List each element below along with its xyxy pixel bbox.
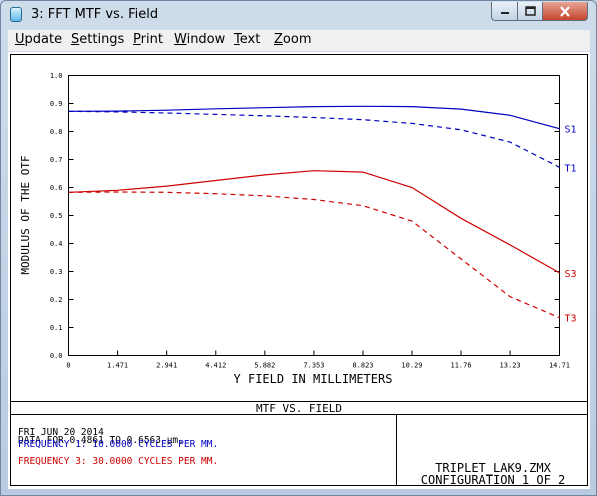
y-tick-label: 0.1 (50, 324, 63, 332)
menu-zoom-label: oom (282, 32, 312, 47)
series-line-t3 (68, 191, 560, 319)
x-tick-label: 5.882 (254, 362, 275, 370)
menu-window[interactable]: Window (174, 32, 225, 47)
menu-settings-label: ettings (79, 32, 125, 47)
menu-settings-accel: S (71, 32, 80, 47)
maximize-icon (524, 6, 536, 16)
y-tick-label: 0.3 (50, 268, 63, 276)
y-tick-label: 0.0 (50, 352, 63, 360)
menu-update-accel: U (15, 32, 25, 47)
menu-print[interactable]: Print (133, 32, 163, 47)
series-line-s3 (68, 170, 560, 274)
menu-window-label: indow (186, 32, 226, 47)
series-label-s1: S1 (565, 125, 577, 136)
mtf-vs-field-plot: 0 1.471 2.941 4.412 5.882 7.353 8.823 10.29 11.7… (10, 54, 588, 487)
axis-ticks: 0 1.471 2.941 4.412 5.882 7.353 8.823 10.29 11.7… (50, 72, 570, 370)
series-label-t3: T3 (565, 314, 577, 325)
window-title: 3: FFT MTF vs. Field (31, 7, 159, 22)
y-tick-label: 0.8 (50, 128, 63, 136)
x-tick-label: 10.29 (401, 362, 422, 370)
x-tick-label: 2.941 (156, 362, 177, 370)
configuration-label: CONFIGURATION 1 OF 2 (421, 473, 566, 487)
y-tick-label: 0.6 (50, 184, 63, 192)
x-axis-label: Y FIELD IN MILLIMETERS (234, 372, 393, 386)
series-lines (68, 105, 560, 319)
info-frequency-3: FREQUENCY 3: 30.0000 CYCLES PER MM. (18, 456, 218, 467)
series-label-t1: T1 (565, 163, 577, 174)
menu-text[interactable]: Text (234, 32, 260, 47)
plot-title: MTF VS. FIELD (256, 402, 342, 415)
info-frequency-1: FREQUENCY 1: 10.0000 CYCLES PER MM. (18, 439, 218, 450)
plot-frame (10, 54, 588, 486)
y-tick-label: 1.0 (50, 72, 63, 80)
plot-canvas: 0 1.471 2.941 4.412 5.882 7.353 8.823 10.29 11.7… (8, 52, 590, 489)
close-icon (560, 5, 570, 17)
x-tick-label: 11.76 (450, 362, 471, 370)
menu-update[interactable]: Update (15, 32, 62, 47)
series-line-s1 (68, 105, 560, 130)
x-tick-label: 0 (66, 362, 70, 370)
maximize-button[interactable] (517, 2, 543, 21)
menu-zoom[interactable]: Zoom (274, 32, 311, 47)
menu-settings[interactable]: Settings (71, 32, 124, 47)
title-bar[interactable]: 3: FFT MTF vs. Field (1, 1, 596, 29)
y-tick-label: 0.4 (50, 240, 63, 248)
menu-update-label: pdate (24, 32, 63, 47)
y-tick-label: 0.7 (50, 156, 63, 164)
menu-text-accel: T (234, 32, 240, 47)
info-date: FRI JUN 20 2014 (18, 427, 104, 438)
app-window-icon[interactable] (10, 7, 22, 22)
x-tick-label: 4.412 (205, 362, 226, 370)
menu-text-label: ext (239, 32, 261, 47)
menu-zoom-accel: Z (274, 32, 283, 47)
series-label-s3: S3 (565, 269, 577, 280)
y-axis-label: MODULUS OF THE OTF (19, 155, 32, 274)
series-line-t1 (68, 110, 560, 168)
y-tick-label: 0.2 (50, 296, 63, 304)
lens-file-name: TRIPLET_LAK9.ZMX (435, 461, 551, 475)
y-tick-label: 0.5 (50, 212, 63, 220)
y-tick-label: 0.9 (50, 100, 63, 108)
menu-bar: Update Settings Print Window Text Zoom (8, 30, 590, 51)
menu-window-accel: W (174, 32, 187, 47)
minimize-button[interactable] (491, 2, 518, 21)
minimize-icon (500, 12, 509, 14)
close-button[interactable] (542, 2, 588, 21)
x-tick-label: 7.353 (303, 362, 324, 370)
series-labels: S1 T1 S3 T3 (565, 125, 577, 325)
info-data-range: DATA FOR 0.4861 TO 0.6563 µm. (18, 435, 184, 446)
menu-print-accel: P (133, 32, 141, 47)
x-tick-label: 1.471 (107, 362, 128, 370)
menu-print-label: rint (140, 32, 163, 47)
x-tick-label: 13.23 (500, 362, 521, 370)
x-tick-label: 14.71 (549, 362, 570, 370)
x-tick-label: 8.823 (352, 362, 373, 370)
